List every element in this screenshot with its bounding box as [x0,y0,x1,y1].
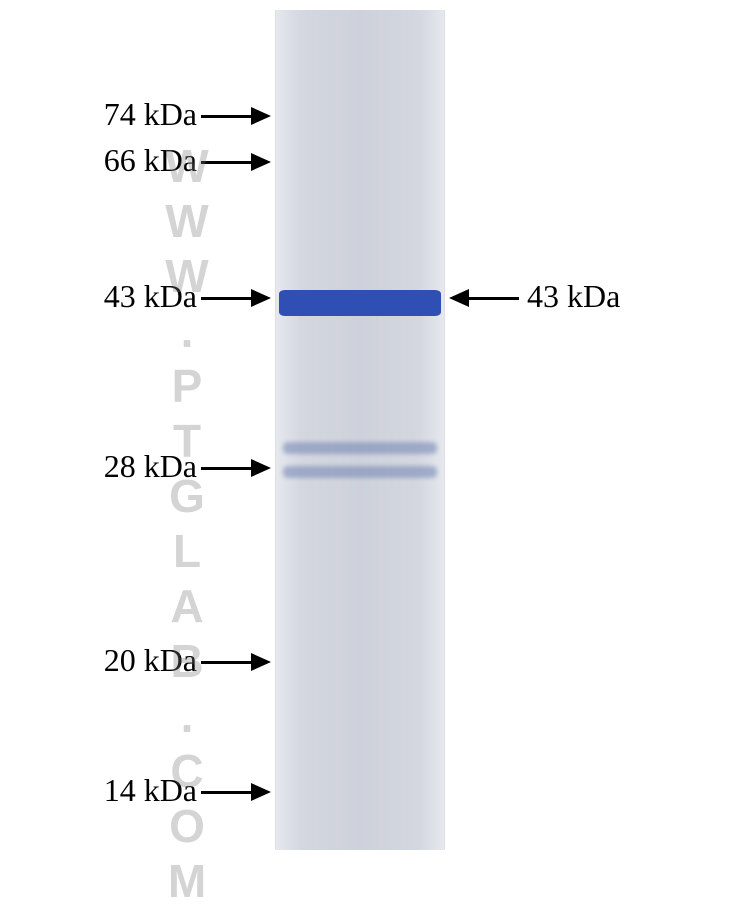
molecular-weight-label: 43 kDa [104,278,197,315]
arrow-shaft [201,467,251,470]
arrow-head-icon [449,289,469,307]
arrow-head-icon [251,653,271,671]
arrow-shaft [201,115,251,118]
molecular-weight-label: 74 kDa [104,96,197,133]
arrow-head-icon [251,107,271,125]
protein-band [283,442,437,454]
arrow-head-icon [251,289,271,307]
molecular-weight-label: 28 kDa [104,448,197,485]
arrow-shaft [469,297,519,300]
arrow-shaft [201,661,251,664]
molecular-weight-label: 20 kDa [104,642,197,679]
arrow-head-icon [251,153,271,171]
arrow-shaft [201,791,251,794]
molecular-weight-label: 43 kDa [527,278,620,315]
protein-band [283,466,437,478]
arrow-head-icon [251,783,271,801]
arrow-shaft [201,297,251,300]
molecular-weight-label: 66 kDa [104,142,197,179]
arrow-head-icon [251,459,271,477]
molecular-weight-label: 14 kDa [104,772,197,809]
arrow-shaft [201,161,251,164]
gel-lane [275,10,445,850]
protein-band [279,290,441,316]
